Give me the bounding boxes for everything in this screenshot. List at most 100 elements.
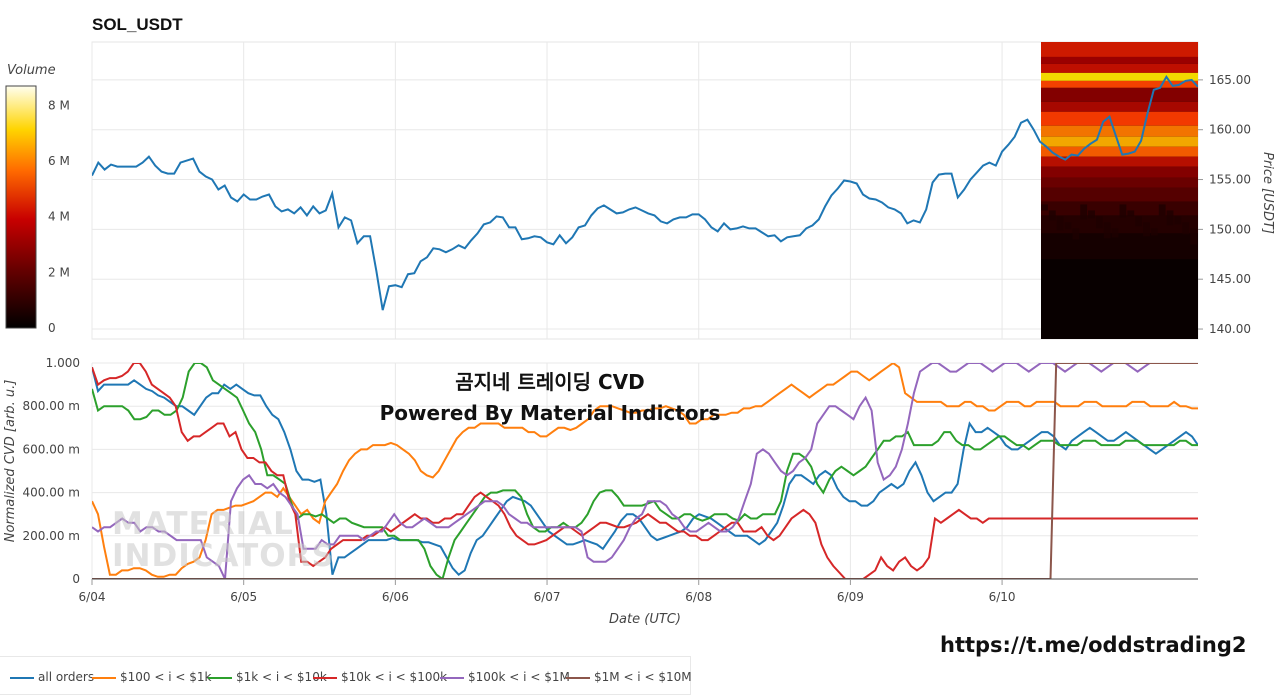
x-tick-label: 6/04 — [79, 590, 106, 604]
price-tick-label: 155.00 — [1209, 173, 1251, 187]
telegram-link[interactable]: https://t.me/oddstrading2 — [940, 633, 1247, 657]
legend-item[interactable]: all orders — [10, 670, 94, 684]
heatmap-cell — [1056, 216, 1064, 231]
cvd-series-line — [92, 363, 1198, 579]
legend-swatch — [92, 676, 116, 679]
x-axis-label: Date (UTC) — [609, 612, 681, 627]
heatmap-band — [1041, 125, 1198, 137]
colorbar-title: Volume — [7, 63, 56, 78]
colorbar-tick-label: 2 M — [48, 265, 70, 279]
colorbar-tick-label: 4 M — [48, 210, 70, 224]
watermark-line-1: MATERIAL — [112, 506, 294, 542]
legend-swatch — [566, 676, 590, 679]
legend-swatch — [313, 676, 337, 679]
heatmap-cell — [1166, 210, 1174, 226]
heatmap-band — [1041, 101, 1198, 112]
price-tick-label: 165.00 — [1209, 73, 1251, 87]
heatmap-cell — [1174, 216, 1182, 225]
heatmap-cell — [1103, 222, 1111, 239]
legend-item[interactable]: $10k < i < $100k — [313, 670, 447, 684]
heatmap-cell — [1088, 210, 1095, 219]
watermark-line-2: INDICATORS — [112, 538, 335, 574]
heatmap-band — [1041, 233, 1198, 260]
price-tick-label: 145.00 — [1209, 272, 1251, 286]
x-tick-label: 6/08 — [685, 590, 712, 604]
heatmap-cell — [1048, 210, 1056, 221]
legend-item[interactable]: $1M < i < $10M — [566, 670, 692, 684]
heatmap-band — [1041, 146, 1198, 157]
legend-label: $1M < i < $10M — [594, 670, 692, 684]
legend-swatch — [10, 676, 34, 679]
heatmap-band — [1041, 215, 1198, 234]
heatmap-band — [1041, 63, 1198, 73]
overlay-line-1: 곰지네 트레이딩 CVD — [455, 370, 645, 394]
legend-label: $100k < i < $1M — [468, 670, 570, 684]
chart-title: SOL_USDT — [92, 15, 183, 34]
heatmap-cell — [1095, 216, 1103, 229]
colorbar-tick-label: 8 M — [48, 98, 70, 112]
overlay-text: 곰지네 트레이딩 CVD Powered By Material Indicto… — [0, 367, 1100, 429]
x-tick-label: 6/09 — [837, 590, 864, 604]
legend-label: $1k < i < $10k — [236, 670, 327, 684]
legend-label: $100 < i < $1k — [120, 670, 212, 684]
price-tick-label: 140.00 — [1209, 322, 1251, 336]
heatmap-cell — [1119, 204, 1127, 218]
legend-swatch — [208, 676, 232, 679]
heatmap-cell — [1080, 204, 1088, 220]
watermark: MATERIAL INDICATORS — [112, 508, 335, 572]
cvd-series-line — [92, 363, 1198, 578]
cvd-series-line — [92, 363, 1198, 579]
price-tick-label: 160.00 — [1209, 123, 1251, 137]
price-tick-label: 150.00 — [1209, 222, 1251, 236]
heatmap-cell — [1135, 216, 1143, 227]
cvd-tick-label: 600.00 m — [23, 442, 81, 456]
cvd-tick-label: 1.000 — [46, 356, 80, 370]
heatmap-cell — [1041, 204, 1048, 211]
heatmap-band — [1041, 177, 1198, 188]
heatmap-cell — [1190, 228, 1197, 245]
x-tick-label: 6/06 — [382, 590, 409, 604]
heatmap-cell — [1158, 204, 1166, 216]
heatmap-band — [1041, 87, 1198, 102]
cvd-tick-label: 800.00 m — [23, 399, 81, 413]
x-tick-label: 6/10 — [989, 590, 1016, 604]
legend-item[interactable]: $100 < i < $1k — [92, 670, 211, 684]
heatmap-band — [1041, 259, 1198, 339]
price-axis-label: Price [USDT] — [1260, 152, 1275, 234]
legend-item[interactable]: $100k < i < $1M — [440, 670, 570, 684]
colorbar-tick-label: 6 M — [48, 154, 70, 168]
cvd-tick-label: 0 — [72, 572, 80, 586]
heatmap-band — [1041, 111, 1198, 126]
heatmap-band — [1041, 72, 1198, 81]
cvd-axis-label: Normalized CVD [arb. u.] — [3, 380, 18, 543]
heatmap-band — [1041, 56, 1198, 64]
heatmap-cell — [1111, 228, 1119, 238]
heatmap-cell — [1127, 210, 1135, 217]
heatmap-cell — [1150, 228, 1158, 236]
heatmap-band — [1041, 156, 1198, 167]
legend-swatch — [440, 676, 464, 679]
cvd-tick-label: 200.00 m — [23, 529, 81, 543]
price-line — [92, 75, 1198, 311]
legend: all orders $100 < i < $1k $1k < i < $10k $1… — [0, 656, 692, 695]
heatmap-cell — [1143, 222, 1150, 237]
heatmap-band — [1041, 136, 1198, 147]
cvd-series-line — [92, 367, 1198, 577]
cvd-plot-area — [92, 363, 1198, 579]
colorbar — [5, 85, 37, 329]
legend-item[interactable]: $1k < i < $10k — [208, 670, 327, 684]
price-plot-area — [91, 41, 1199, 340]
colorbar-tick-label: 0 — [48, 321, 56, 335]
legend-label: $10k < i < $100k — [341, 670, 448, 684]
heatmap-cell — [1072, 228, 1080, 240]
heatmap-band — [1041, 187, 1198, 202]
legend-label: all orders — [38, 670, 95, 684]
heatmap-cell — [1064, 222, 1072, 230]
heatmap-band — [1041, 80, 1198, 88]
heatmap-cell — [1182, 222, 1190, 235]
cvd-tick-label: 400.00 m — [23, 486, 81, 500]
overlay-line-2: Powered By Material Indictors — [379, 401, 721, 425]
heatmap-band — [1041, 42, 1198, 57]
